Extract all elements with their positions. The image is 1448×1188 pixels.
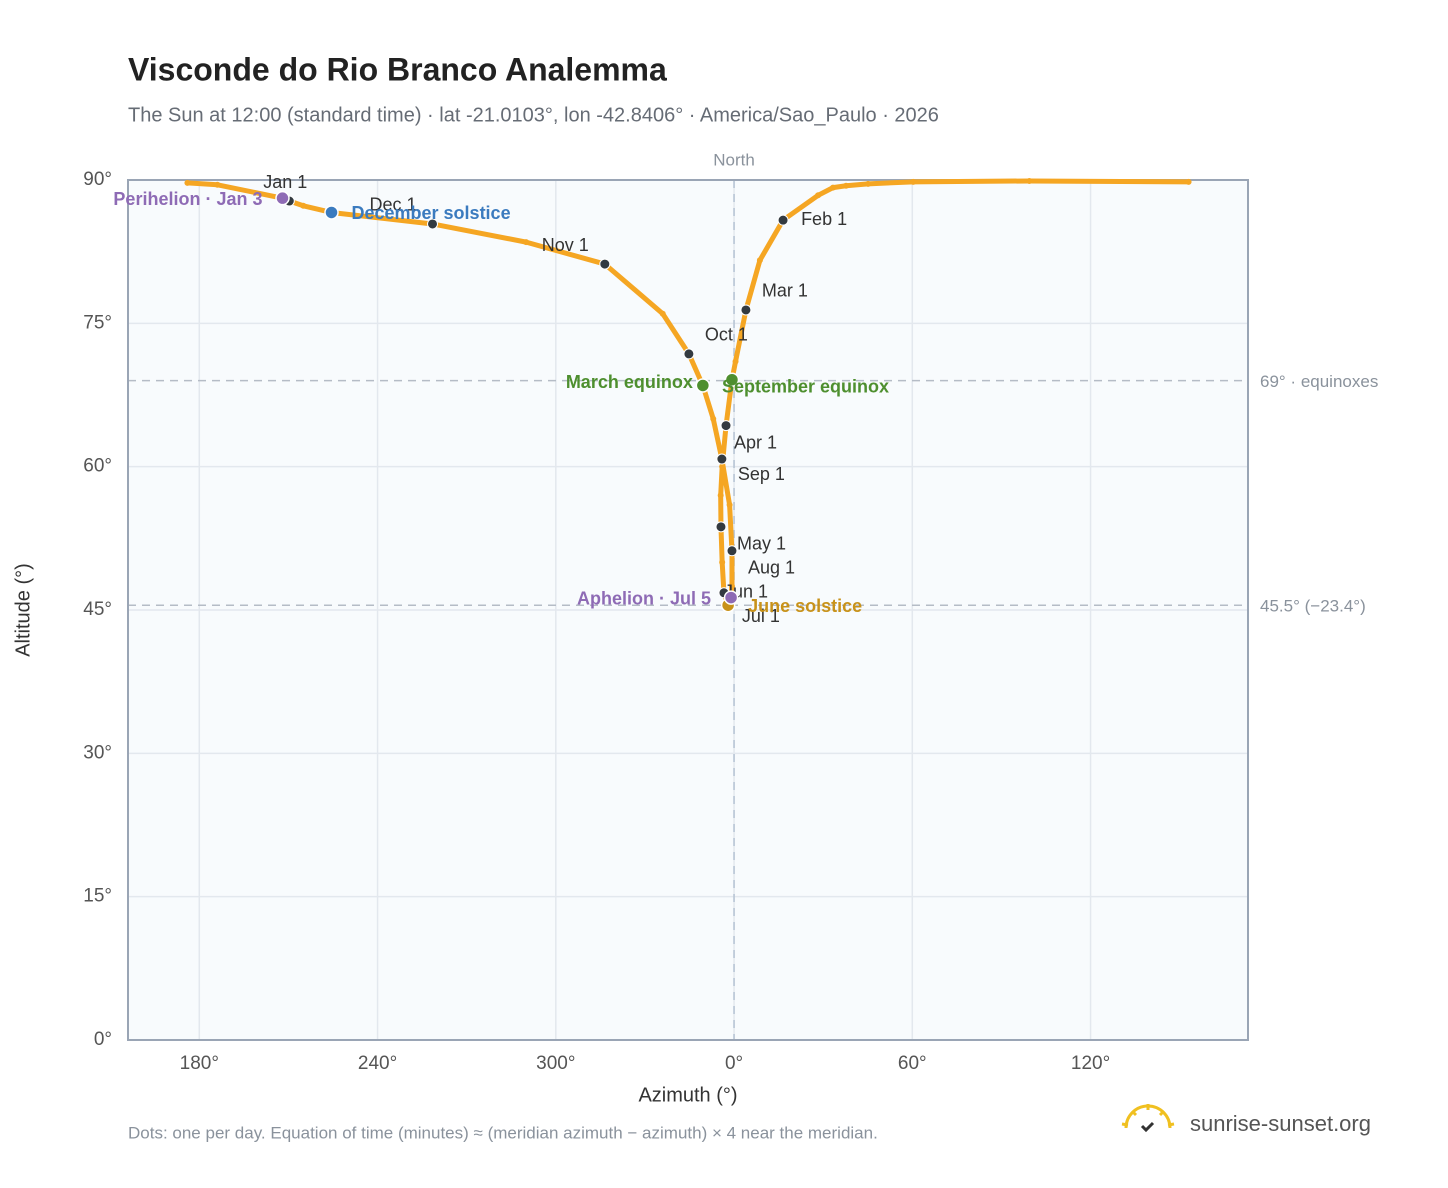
month-label: May 1 xyxy=(737,534,786,554)
chart-subtitle: The Sun at 12:00 (standard time) · lat -… xyxy=(128,104,939,126)
daily-dot xyxy=(756,257,763,264)
month-dot xyxy=(777,214,789,226)
y-tick-label: 15° xyxy=(83,886,112,907)
daily-dot xyxy=(829,184,836,191)
x-axis-label: Azimuth (°) xyxy=(638,1084,737,1106)
daily-dot xyxy=(1185,178,1192,185)
y-tick-label: 60° xyxy=(83,456,112,477)
daily-dot xyxy=(659,310,666,317)
month-label: Mar 1 xyxy=(762,281,808,301)
daily-dot xyxy=(523,239,530,246)
reference-label: 69° · equinoxes xyxy=(1260,372,1378,391)
event-label: June solstice xyxy=(748,596,862,616)
event-label: March equinox xyxy=(566,372,693,392)
chart-title: Visconde do Rio Branco Analemma xyxy=(128,51,667,87)
x-tick-label: 240° xyxy=(358,1053,397,1074)
month-label: Oct 1 xyxy=(705,325,748,345)
month-label: Jul 1 xyxy=(742,606,780,626)
daily-dot xyxy=(726,501,733,508)
daily-dot xyxy=(184,179,191,186)
month-dot xyxy=(726,545,738,557)
month-dot xyxy=(715,521,727,533)
footnote: Dots: one per day. Equation of time (min… xyxy=(128,1123,878,1142)
month-label: Aug 1 xyxy=(748,558,795,578)
daily-dot xyxy=(728,583,735,590)
daily-dot xyxy=(710,415,717,422)
month-dot xyxy=(427,218,439,230)
month-dot xyxy=(720,420,732,432)
event-dot xyxy=(324,205,339,220)
month-label: Sep 1 xyxy=(738,464,785,484)
event-label: December solstice xyxy=(352,203,511,223)
y-tick-label: 0° xyxy=(94,1029,112,1050)
x-tick-label: 60° xyxy=(898,1053,927,1074)
event-dot xyxy=(275,190,290,206)
daily-dot xyxy=(1026,177,1033,184)
daily-dot xyxy=(300,202,307,209)
daily-dot xyxy=(910,178,917,185)
plot-border xyxy=(127,179,1249,1041)
daily-dot xyxy=(719,463,726,470)
month-label: Jan 1 xyxy=(263,172,307,192)
daily-dot xyxy=(865,180,872,187)
y-tick-label: 45° xyxy=(83,599,112,620)
month-label: Feb 1 xyxy=(801,209,847,229)
month-label: Dec 1 xyxy=(369,195,416,215)
event-label: September equinox xyxy=(722,376,889,396)
reference-label: 45.5° (−23.4°) xyxy=(1260,597,1366,616)
month-dot xyxy=(716,453,728,465)
daily-dot xyxy=(214,181,221,188)
x-tick-label: 0° xyxy=(725,1053,743,1074)
x-tick-label: 300° xyxy=(536,1053,575,1074)
brand-logo xyxy=(1121,1104,1175,1133)
y-axis-label: Altitude (°) xyxy=(12,563,34,657)
event-label: Aphelion · Jul 5 xyxy=(577,588,711,608)
month-dot xyxy=(683,348,695,360)
brand-name: sunrise-sunset.org xyxy=(1190,1111,1371,1136)
x-tick-label: 180° xyxy=(180,1053,219,1074)
y-tick-label: 75° xyxy=(83,312,112,333)
event-dot xyxy=(723,590,739,605)
month-dot xyxy=(599,258,611,270)
daily-dot xyxy=(732,358,739,365)
daily-dot xyxy=(717,492,724,499)
month-label: Apr 1 xyxy=(734,432,777,452)
event-dot xyxy=(695,378,711,393)
meridian-label: North xyxy=(713,150,755,169)
y-tick-label: 30° xyxy=(83,742,112,763)
event-dot xyxy=(724,372,740,387)
daily-dot xyxy=(719,559,726,566)
daily-dot xyxy=(843,182,850,189)
y-tick-label: 90° xyxy=(83,169,112,190)
event-label: Perihelion · Jan 3 xyxy=(113,189,262,209)
daily-dot xyxy=(815,192,822,199)
x-tick-label: 120° xyxy=(1071,1053,1110,1074)
month-label: Nov 1 xyxy=(542,235,589,255)
month-dot xyxy=(740,304,752,316)
